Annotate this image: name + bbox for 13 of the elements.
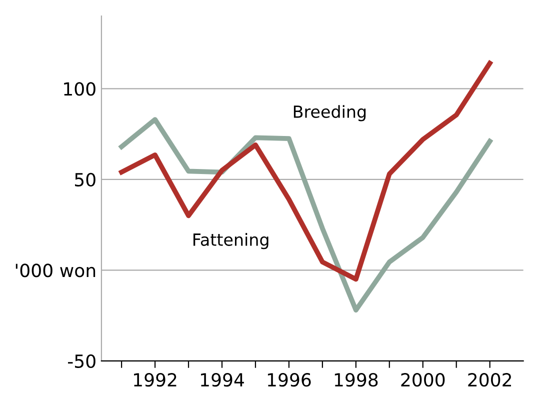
series-label: Fattening	[193, 233, 268, 250]
x-tick-label: 2000	[401, 373, 445, 387]
x-tick-label: 1998	[334, 373, 378, 387]
y-tick-label: 100	[64, 82, 96, 96]
x-tick-label: 1994	[201, 373, 244, 387]
y-tick-label: -50	[68, 354, 96, 368]
series-label: Breeding	[294, 105, 366, 122]
x-tick-label: 2002	[468, 373, 512, 387]
x-tick-label: 1996	[268, 373, 311, 387]
line-series	[119, 60, 492, 282]
x-tick-label: 1992	[134, 373, 176, 387]
y-tick-label: 50	[75, 172, 96, 187]
y-tick-label: '000 won	[16, 264, 96, 278]
